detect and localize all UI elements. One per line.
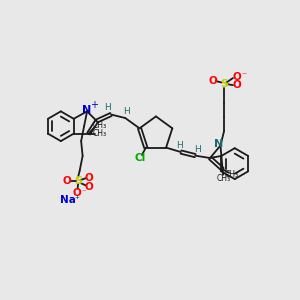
Text: ⁻: ⁻	[242, 72, 247, 82]
Text: S: S	[220, 79, 228, 89]
Text: CH₃: CH₃	[93, 129, 107, 138]
Text: H: H	[176, 141, 183, 150]
Text: H: H	[104, 103, 111, 112]
Text: ⁻: ⁻	[81, 188, 86, 197]
Text: CH₃: CH₃	[217, 174, 231, 183]
Text: O: O	[62, 176, 71, 186]
Text: CH₃: CH₃	[93, 121, 107, 130]
Text: N: N	[82, 106, 91, 116]
Text: O: O	[232, 80, 241, 91]
Text: H: H	[123, 107, 130, 116]
Text: O: O	[72, 188, 81, 197]
Text: +: +	[90, 100, 98, 110]
Text: Na: Na	[60, 195, 76, 205]
Text: N: N	[214, 139, 224, 149]
Text: O: O	[208, 76, 217, 86]
Text: O: O	[84, 172, 93, 183]
Text: ⁺: ⁺	[74, 195, 79, 204]
Text: O: O	[232, 72, 241, 82]
Text: Cl: Cl	[135, 153, 146, 163]
Text: H: H	[194, 145, 201, 154]
Text: S: S	[74, 176, 82, 186]
Text: O: O	[84, 182, 93, 192]
Text: CH₃: CH₃	[225, 170, 239, 179]
